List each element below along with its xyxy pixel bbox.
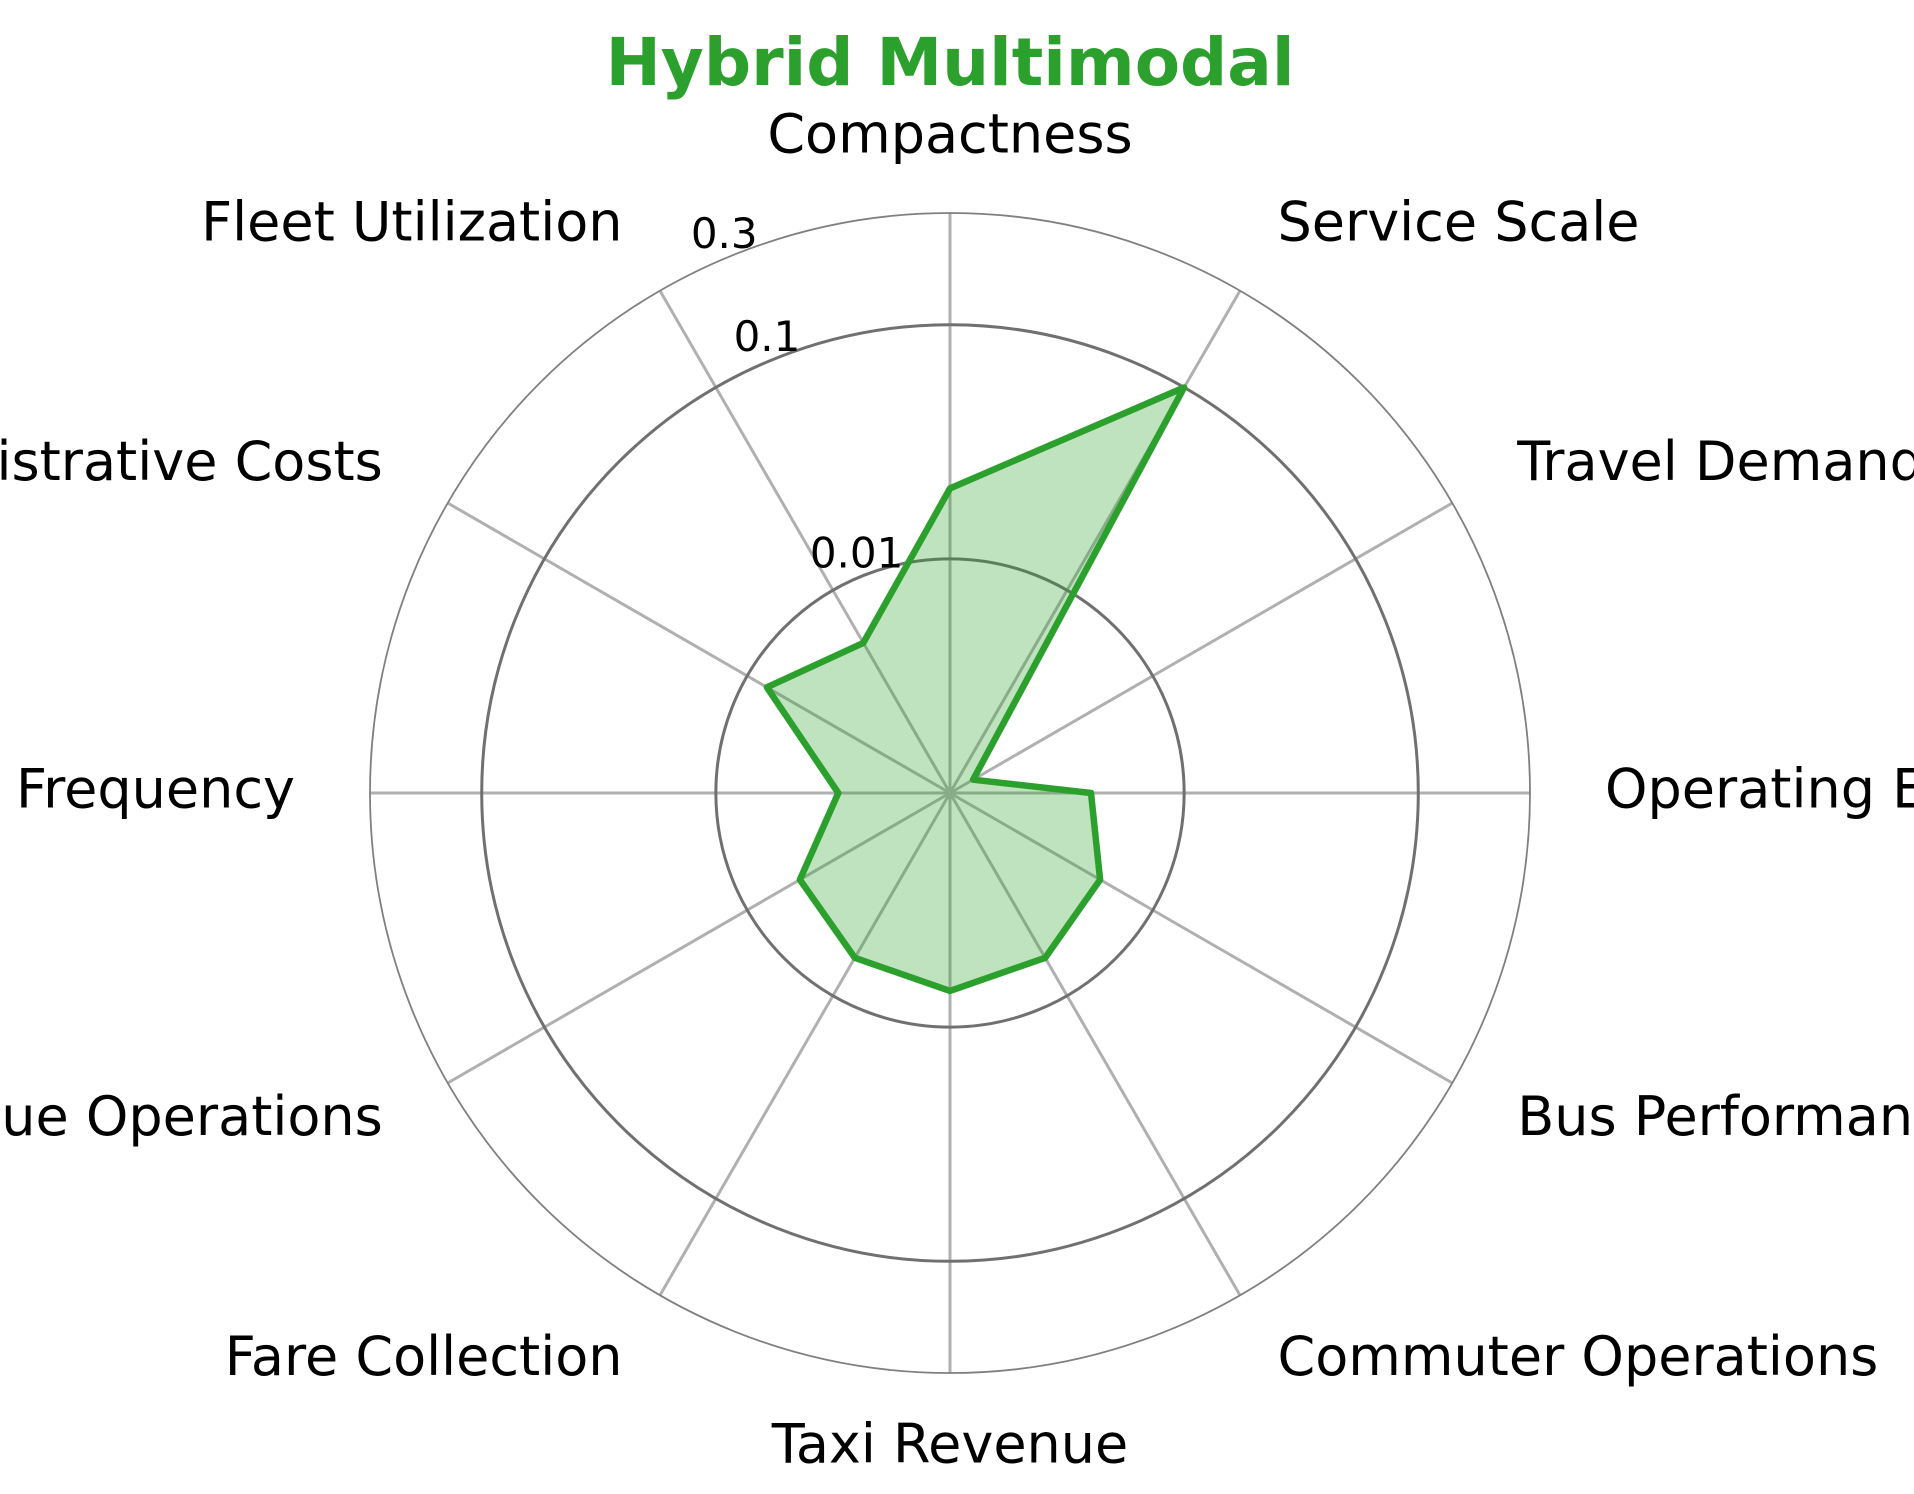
radar-spokes — [370, 213, 1530, 1373]
spoke-line — [446, 501, 951, 795]
tick-ring — [714, 557, 1186, 1029]
category-label: Travel Demand — [1516, 430, 1914, 493]
category-label: Fare Collection — [225, 1325, 623, 1388]
category-label: Service Frequency — [0, 758, 295, 821]
category-labels: Compactness Service Scale Travel Demand Ope… — [0, 103, 1914, 1476]
spoke-line — [658, 289, 952, 794]
category-label: Revenue Operations — [0, 1085, 383, 1148]
chart-title: Hybrid Multimodal — [606, 24, 1295, 101]
category-label: Commuter Operations — [1278, 1325, 1879, 1388]
category-label: Compactness — [767, 103, 1132, 166]
spoke-line — [948, 289, 1242, 794]
category-label: Operating Expenses — [1605, 758, 1914, 821]
radar-series — [763, 384, 1188, 995]
spoke-line — [949, 791, 1454, 1085]
tick-ring — [480, 323, 1420, 1263]
outer-ring — [369, 212, 1531, 1374]
category-label: Service Scale — [1278, 190, 1640, 253]
spoke-line — [446, 791, 951, 1085]
spoke-line — [948, 792, 1242, 1297]
radial-tick-label: 0.3 — [691, 209, 758, 258]
radar-rings — [369, 212, 1531, 1374]
series-fill — [766, 387, 1185, 991]
spoke-line — [658, 792, 952, 1297]
category-label: Taxi Revenue — [771, 1413, 1128, 1476]
radial-tick-label: 0.01 — [810, 528, 904, 577]
category-label: Fleet Utilization — [201, 190, 622, 253]
category-label: Bus Performance — [1517, 1085, 1914, 1148]
radial-tick-label: 0.1 — [734, 312, 801, 361]
category-label: Administrative Costs — [0, 430, 383, 493]
radial-tick-labels: 0.01 0.1 0.3 — [691, 209, 904, 578]
spoke-line — [949, 501, 1454, 795]
series-line — [763, 384, 1188, 995]
